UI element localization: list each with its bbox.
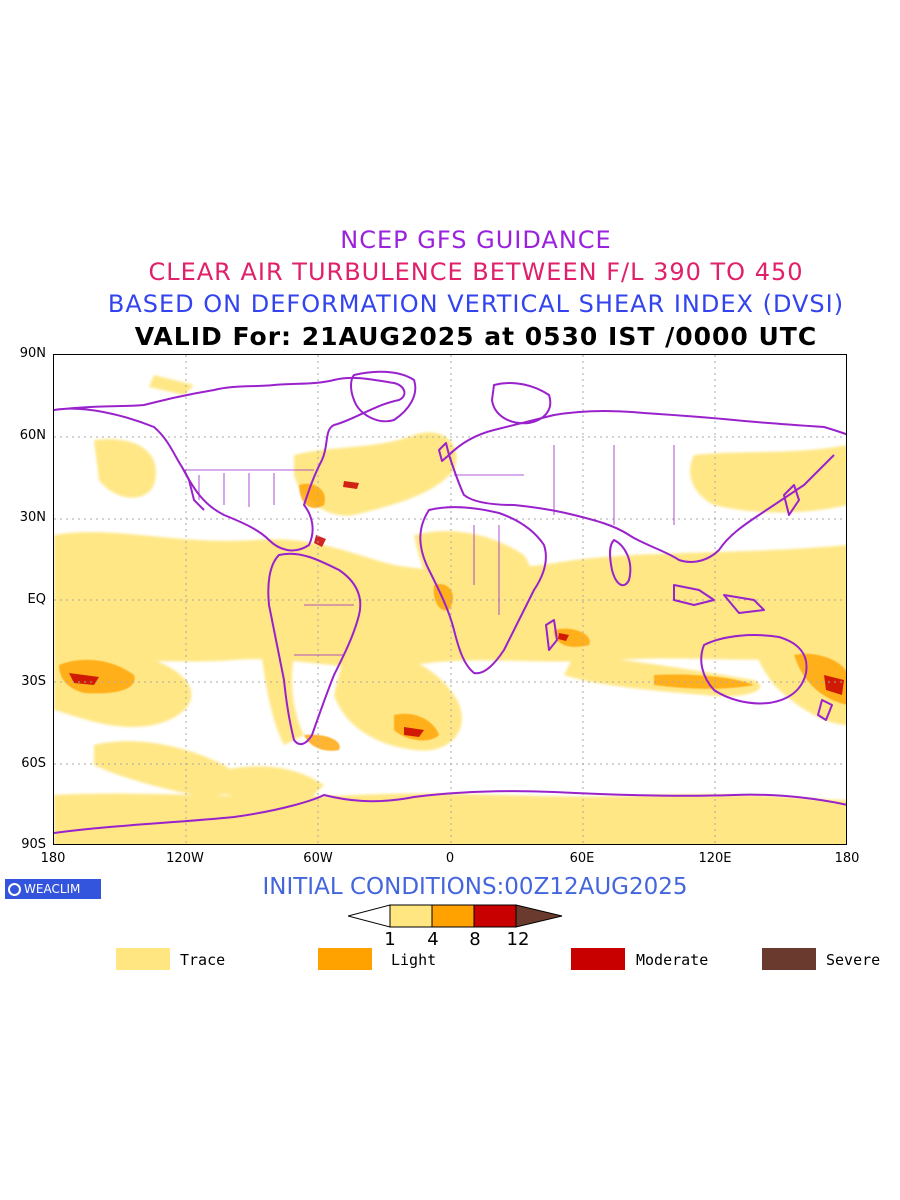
- graticule: [54, 355, 846, 844]
- legend-label-severe: Severe: [826, 951, 881, 969]
- weaclim-logo: WEACLIM: [5, 879, 101, 899]
- lon-label-120e: 120E: [698, 851, 732, 866]
- lon-label-60w: 60W: [303, 851, 333, 866]
- copyright-circle-icon: [8, 882, 21, 896]
- colorbar: [348, 904, 563, 928]
- lat-label-eq: EQ: [27, 592, 46, 607]
- logo-text: WEACLIM: [24, 882, 81, 896]
- lat-label-30n: 30N: [19, 510, 46, 525]
- lat-label-90s: 90S: [21, 837, 46, 852]
- legend-label-light: Light: [391, 951, 437, 969]
- coastlines: [54, 370, 846, 834]
- chart-title-line-1: NCEP GFS GUIDANCE: [340, 226, 612, 254]
- lon-label-0: 0: [445, 851, 455, 866]
- colorbar-tick-8: 8: [469, 929, 481, 950]
- borders: [184, 445, 675, 656]
- initial-conditions-text: INITIAL CONDITIONS:00Z12AUG2025: [262, 874, 688, 900]
- colorbar-severe-arrow: [515, 904, 563, 928]
- map-svg: [54, 355, 846, 844]
- legend-label-moderate: Moderate: [636, 951, 709, 969]
- lat-label-60n: 60N: [19, 428, 46, 443]
- turbulence-map: [53, 354, 847, 845]
- moderate-field: [69, 481, 844, 737]
- trace-field: [54, 375, 846, 844]
- legend-swatch-trace: [116, 948, 170, 970]
- lon-label-180e: 180: [834, 851, 860, 866]
- chart-title-line-2: CLEAR AIR TURBULENCE BETWEEN F/L 390 TO …: [148, 258, 804, 286]
- colorbar-low-arrow: [348, 904, 391, 928]
- lon-label-60e: 60E: [569, 851, 595, 866]
- legend-swatch-light: [318, 948, 372, 970]
- legend-swatch-moderate: [571, 948, 625, 970]
- lon-label-180w: 180: [40, 851, 66, 866]
- chart-title-line-3: BASED ON DEFORMATION VERTICAL SHEAR INDE…: [107, 290, 845, 318]
- colorbar-light-cell: [431, 904, 475, 928]
- colorbar-tick-1: 1: [384, 929, 396, 950]
- lat-label-30s: 30S: [21, 674, 46, 689]
- colorbar-trace-cell: [389, 904, 433, 928]
- colorbar-tick-12: 12: [506, 929, 530, 950]
- lat-label-90n: 90N: [19, 346, 46, 361]
- legend-label-trace: Trace: [180, 951, 226, 969]
- legend-swatch-severe: [762, 948, 816, 970]
- lon-label-120w: 120W: [166, 851, 204, 866]
- valid-time-line: VALID For: 21AUG2025 at 0530 IST /0000 U…: [134, 322, 818, 351]
- lat-label-60s: 60S: [21, 756, 46, 771]
- colorbar-tick-4: 4: [427, 929, 439, 950]
- colorbar-moderate-cell: [473, 904, 517, 928]
